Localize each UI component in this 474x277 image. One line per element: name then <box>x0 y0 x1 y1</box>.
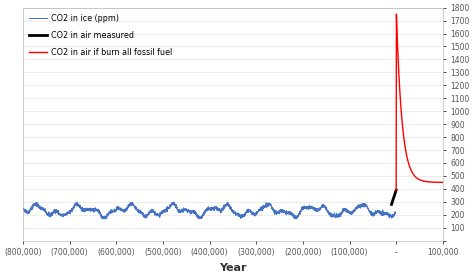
CO2 in ice (ppm) <box>170 200 176 204</box>
CO2 in air measured <box>392 194 397 198</box>
CO2 in ice (ppm) <box>180 208 185 212</box>
CO2 in ice (ppm) <box>63 212 68 216</box>
CO2 in air if burn all fossil fuel <box>398 107 404 111</box>
CO2 in ice (ppm) <box>85 209 91 212</box>
CO2 in air measured <box>392 194 397 198</box>
CO2 in air if burn all fossil fuel <box>406 162 411 165</box>
CO2 in air measured <box>389 203 394 206</box>
CO2 in ice (ppm) <box>20 207 26 211</box>
CO2 in ice (ppm) <box>100 217 106 220</box>
CO2 in ice (ppm) <box>393 210 399 214</box>
CO2 in air measured <box>393 190 399 193</box>
CO2 in ice (ppm) <box>163 211 169 214</box>
CO2 in ice (ppm) <box>346 209 351 212</box>
CO2 in air measured <box>389 203 394 206</box>
CO2 in air if burn all fossil fuel <box>439 181 445 184</box>
Legend: CO2 in ice (ppm), CO2 in air measured, CO2 in air if burn all fossil fuel: CO2 in ice (ppm), CO2 in air measured, C… <box>27 12 175 60</box>
CO2 in air if burn all fossil fuel <box>408 168 414 172</box>
CO2 in air if burn all fossil fuel <box>393 189 399 192</box>
CO2 in air if burn all fossil fuel <box>440 181 446 184</box>
CO2 in air if burn all fossil fuel <box>437 181 443 184</box>
CO2 in air if burn all fossil fuel <box>433 181 438 184</box>
X-axis label: Year: Year <box>219 263 246 273</box>
CO2 in air measured <box>392 194 397 197</box>
CO2 in air if burn all fossil fuel <box>393 12 399 16</box>
CO2 in air measured <box>392 191 398 194</box>
Line: CO2 in ice (ppm): CO2 in ice (ppm) <box>23 202 396 219</box>
Line: CO2 in air if burn all fossil fuel: CO2 in air if burn all fossil fuel <box>396 14 443 190</box>
CO2 in air measured <box>393 189 399 192</box>
CO2 in ice (ppm) <box>386 212 392 216</box>
Line: CO2 in air measured: CO2 in air measured <box>392 190 396 204</box>
